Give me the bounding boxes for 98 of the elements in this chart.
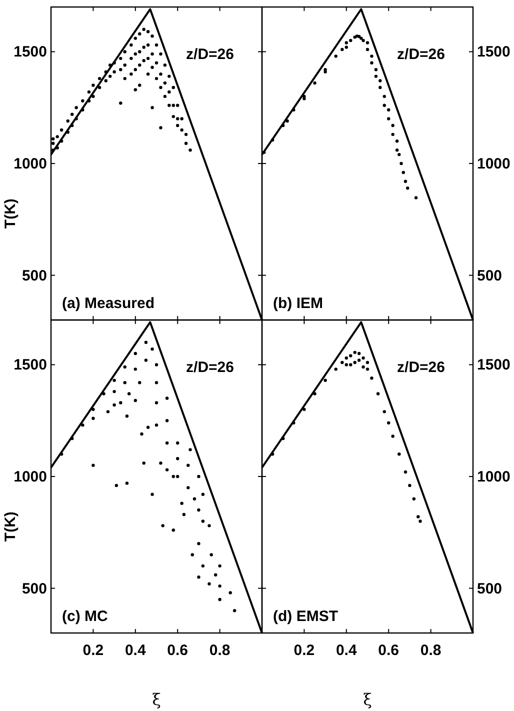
y-axis-title: T(K) (2, 198, 19, 229)
y-tick-label: 500 (22, 267, 47, 284)
x-tick-label: 0.6 (378, 642, 400, 659)
point (412, 497, 416, 500)
point (313, 392, 316, 396)
point (292, 108, 296, 112)
point (366, 368, 370, 371)
point (340, 48, 344, 52)
point (313, 81, 316, 85)
annotation: z/D=26 (186, 359, 234, 376)
y-tick-label: 1000 (477, 468, 510, 486)
point (334, 54, 338, 58)
point (391, 132, 394, 136)
x-tick-label: 0.8 (420, 642, 442, 659)
point (302, 408, 306, 412)
x-tick-label: 0.2 (294, 642, 315, 659)
point (340, 360, 344, 364)
point (404, 470, 408, 474)
point (395, 148, 399, 152)
point (382, 104, 386, 107)
point (406, 186, 410, 190)
point (353, 350, 356, 354)
point (382, 94, 386, 98)
y-tick-label: 1500 (14, 356, 47, 374)
x-tick-label: 0.6 (167, 642, 188, 659)
point (398, 152, 401, 156)
point (349, 363, 352, 366)
y-tick-label: 1500 (477, 356, 510, 374)
point (370, 54, 374, 58)
point (344, 46, 348, 49)
annotation: (c) MC (62, 608, 108, 625)
y-axis-title: T(K) (2, 512, 19, 542)
y-tick-label: 500 (22, 580, 47, 598)
point (404, 180, 408, 183)
point (366, 41, 370, 44)
y-tick-label: 500 (477, 267, 502, 284)
point (414, 196, 418, 200)
y-tick-label: 1000 (477, 156, 510, 172)
point (282, 436, 285, 440)
y-tick-label: 1500 (14, 44, 47, 61)
point (362, 365, 365, 369)
annotation: z/D=26 (397, 46, 445, 63)
point (262, 150, 266, 154)
point (378, 86, 382, 90)
point (302, 97, 306, 100)
annotation: (a) Measured (62, 295, 155, 312)
annotation: z/D=26 (186, 46, 234, 63)
point (362, 356, 365, 360)
point (360, 36, 363, 40)
point (344, 41, 348, 44)
point (382, 410, 386, 414)
point (400, 162, 403, 166)
point (357, 352, 361, 356)
point (370, 376, 374, 380)
point (353, 360, 356, 364)
annotation: (b) IEM (273, 295, 323, 312)
point (418, 520, 422, 523)
x-axis-title: ξ (363, 690, 372, 709)
point (357, 358, 361, 362)
point (270, 138, 274, 142)
x-tick-label: 0.4 (336, 642, 358, 659)
annotation: (d) EMST (273, 608, 338, 625)
point (387, 117, 390, 120)
point (374, 68, 378, 72)
point (374, 74, 378, 78)
point (391, 434, 394, 438)
point (366, 360, 370, 364)
point (416, 515, 420, 518)
point (395, 140, 399, 143)
point (362, 38, 365, 42)
x-tick-label: 0.2 (82, 642, 104, 659)
y-tick-label: 1500 (477, 44, 510, 61)
point (349, 38, 352, 42)
point (286, 119, 289, 123)
x-tick-label: 0.8 (209, 642, 230, 659)
point (366, 48, 370, 52)
point (391, 124, 394, 128)
y-tick-label: 1000 (14, 468, 47, 486)
point (387, 421, 390, 424)
x-tick-label: 0.4 (124, 642, 146, 659)
point (344, 356, 348, 360)
point (334, 368, 338, 371)
x-axis-title: ξ (152, 690, 162, 709)
point (370, 61, 374, 64)
point (324, 378, 327, 382)
point (408, 484, 412, 488)
point (402, 170, 405, 174)
point (292, 421, 296, 424)
point (282, 124, 285, 128)
point (387, 108, 390, 112)
point (376, 392, 380, 396)
point (344, 363, 348, 366)
y-tick-label: 500 (477, 580, 502, 598)
annotation: z/D=26 (397, 359, 445, 376)
point (398, 452, 401, 456)
point (349, 354, 352, 358)
point (378, 79, 382, 82)
y-tick-label: 1000 (14, 156, 47, 172)
